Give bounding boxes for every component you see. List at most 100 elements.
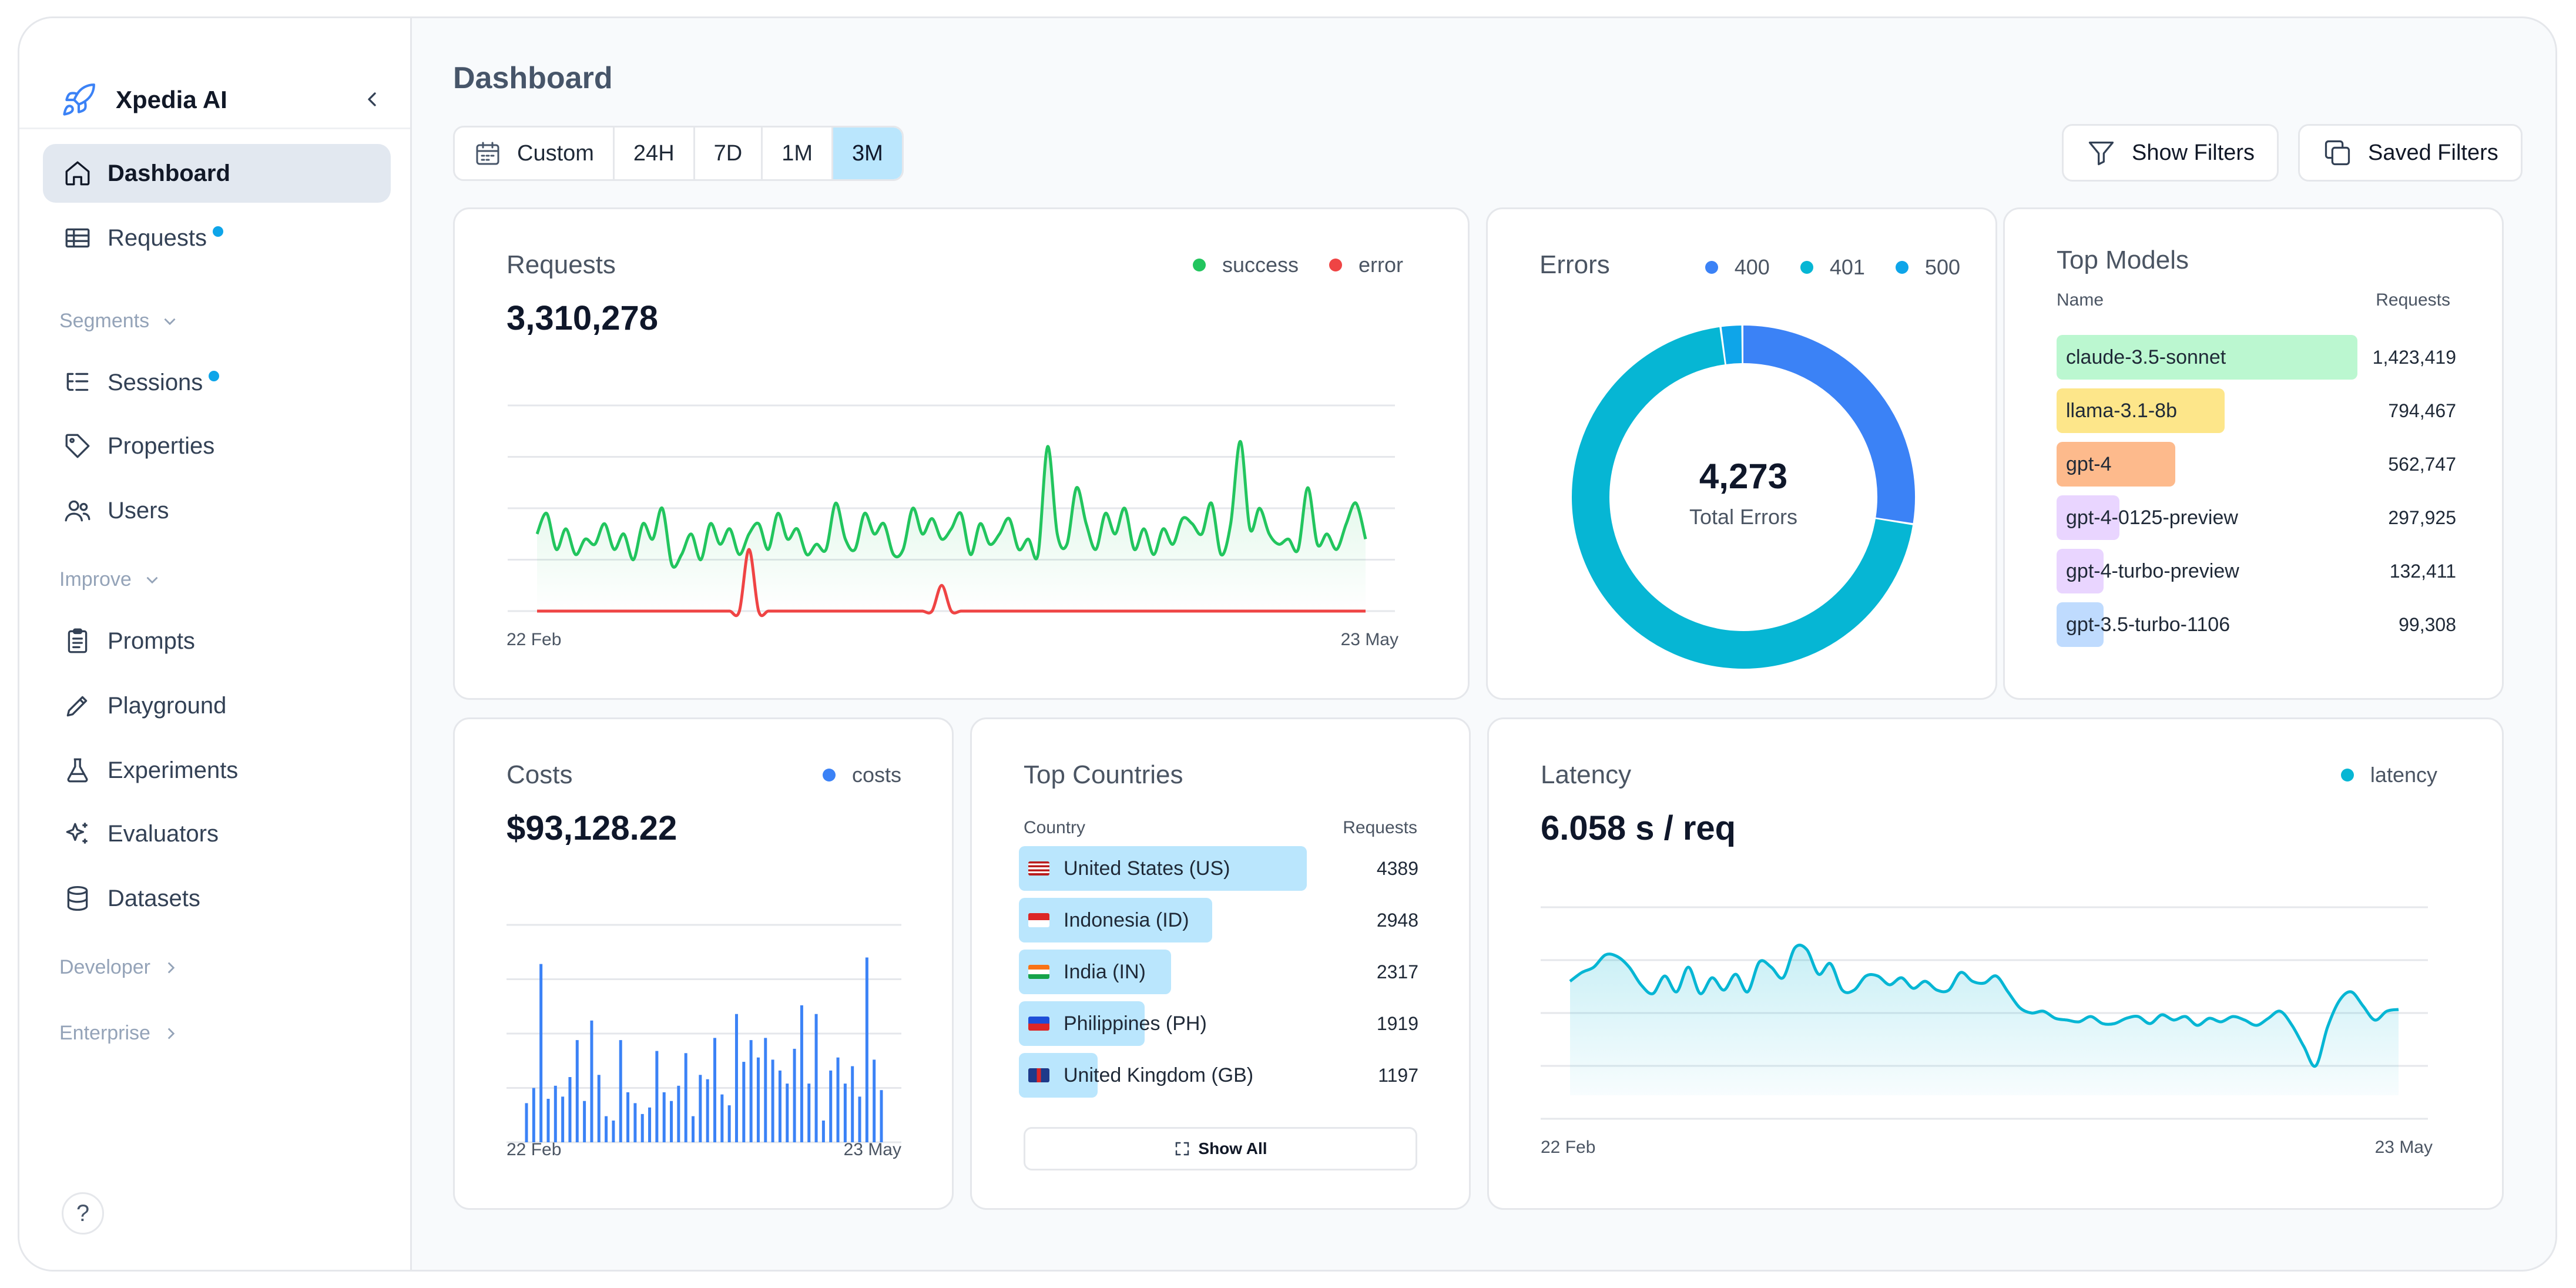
sidebar-item-users[interactable]: Users bbox=[43, 481, 391, 540]
model-row[interactable]: gpt-4 562,747 bbox=[2057, 442, 2456, 487]
column-header-requests: Requests bbox=[2376, 290, 2450, 310]
card-title: Latency bbox=[1541, 760, 1632, 789]
donut-center: 4,273 Total Errors bbox=[1626, 456, 1861, 529]
card-title: Errors bbox=[1539, 250, 1610, 279]
country-row[interactable]: United Kingdom (GB) 1197 bbox=[1019, 1053, 1418, 1098]
cost-bar bbox=[539, 964, 543, 1142]
cost-bar bbox=[873, 1059, 876, 1142]
model-row[interactable]: llama-3.1-8b 794,467 bbox=[2057, 388, 2456, 433]
country-row[interactable]: Indonesia (ID) 2948 bbox=[1019, 898, 1418, 942]
cost-bar bbox=[583, 1101, 586, 1142]
section-developer[interactable]: Developer bbox=[59, 956, 181, 979]
cost-bar bbox=[546, 1099, 550, 1142]
rocket-icon bbox=[63, 83, 95, 116]
sidebar-item-label: Prompts bbox=[108, 628, 195, 654]
cost-bar bbox=[851, 1066, 854, 1142]
brand[interactable]: Xpedia AI bbox=[61, 79, 227, 120]
show-all-button[interactable]: Show All bbox=[1024, 1127, 1417, 1170]
legend-label: costs bbox=[851, 763, 901, 787]
cost-bar bbox=[525, 1103, 528, 1142]
x-axis-start-label: 22 Feb bbox=[507, 1140, 562, 1159]
sidebar: Xpedia AI Dashboard Requests Segments Se… bbox=[19, 18, 412, 1270]
section-label: Improve bbox=[59, 568, 132, 591]
sidebar-item-label: Sessions bbox=[108, 369, 203, 395]
legend-item-success: success bbox=[1192, 253, 1299, 277]
collapse-sidebar-button[interactable] bbox=[355, 83, 388, 116]
section-segments[interactable]: Segments bbox=[59, 310, 180, 333]
country-row[interactable]: India (IN) 2317 bbox=[1019, 950, 1418, 994]
section-enterprise[interactable]: Enterprise bbox=[59, 1022, 181, 1045]
model-requests: 562,747 bbox=[2388, 453, 2456, 475]
country-row[interactable]: United States (US) 4389 bbox=[1019, 846, 1418, 891]
flag-id-icon bbox=[1028, 913, 1049, 927]
card-title: Top Models bbox=[2057, 246, 2189, 274]
range-label: 24H bbox=[633, 140, 675, 166]
range-24h-button[interactable]: 24H bbox=[615, 128, 695, 179]
country-name: India (IN) bbox=[1028, 950, 1146, 994]
latency-area-chart bbox=[1541, 906, 2428, 1120]
cost-bar bbox=[706, 1079, 709, 1142]
country-requests: 2317 bbox=[1376, 961, 1418, 982]
chevron-right-icon bbox=[167, 1027, 175, 1039]
calendar-icon bbox=[476, 142, 499, 165]
list-tree-icon bbox=[66, 373, 89, 391]
sidebar-item-requests[interactable]: Requests bbox=[43, 209, 391, 267]
model-bar bbox=[2057, 388, 2225, 433]
cost-bar bbox=[640, 1113, 644, 1142]
page-title: Dashboard bbox=[453, 61, 613, 95]
cost-bar bbox=[590, 1020, 593, 1142]
app-window: Xpedia AI Dashboard Requests Segments Se… bbox=[18, 16, 2557, 1272]
cost-bar bbox=[786, 1084, 789, 1142]
model-row[interactable]: gpt-4-turbo-preview 132,411 bbox=[2057, 549, 2456, 593]
table-icon bbox=[65, 228, 90, 248]
column-header-country: Country bbox=[1024, 818, 1086, 837]
cost-bar bbox=[713, 1038, 716, 1142]
model-row[interactable]: claude-3.5-sonnet 1,423,419 bbox=[2057, 335, 2456, 380]
cost-bar bbox=[626, 1092, 630, 1142]
saved-filters-button[interactable]: Saved Filters bbox=[2298, 124, 2523, 182]
model-row[interactable]: gpt-4-0125-preview 297,925 bbox=[2057, 495, 2456, 540]
top-countries-card: Top Countries Country Requests United St… bbox=[970, 717, 1471, 1210]
cost-bar bbox=[684, 1053, 687, 1142]
sidebar-item-datasets[interactable]: Datasets bbox=[43, 869, 391, 928]
sidebar-item-label: Users bbox=[108, 497, 169, 524]
success-line bbox=[535, 440, 1367, 569]
sidebar-item-dashboard[interactable]: Dashboard bbox=[43, 144, 391, 203]
latency-line bbox=[1569, 943, 2399, 1068]
model-row[interactable]: gpt-3.5-turbo-1106 99,308 bbox=[2057, 602, 2456, 647]
range-1m-button[interactable]: 1M bbox=[763, 128, 834, 179]
errors-donut-chart bbox=[1572, 326, 1915, 669]
legend-label: error bbox=[1358, 253, 1403, 277]
country-bar bbox=[1019, 846, 1307, 891]
range-label: 3M bbox=[852, 140, 883, 166]
sidebar-divider bbox=[19, 128, 410, 129]
section-label: Segments bbox=[59, 310, 150, 332]
sidebar-item-properties[interactable]: Properties bbox=[43, 417, 391, 475]
sidebar-item-playground[interactable]: Playground bbox=[43, 676, 391, 735]
range-custom-button[interactable]: Custom bbox=[455, 128, 615, 179]
costs-total: $93,128.22 bbox=[507, 809, 677, 847]
range-3m-button[interactable]: 3M bbox=[833, 128, 902, 179]
country-bar bbox=[1019, 898, 1213, 942]
sidebar-item-sessions[interactable]: Sessions bbox=[43, 353, 391, 412]
cost-bar bbox=[568, 1077, 572, 1142]
errors-total-label: Total Errors bbox=[1689, 505, 1798, 529]
model-bar bbox=[2057, 495, 2120, 540]
costs-bar-chart bbox=[507, 924, 901, 1143]
database-icon bbox=[67, 886, 88, 911]
x-axis-start-label: 22 Feb bbox=[1541, 1138, 1596, 1157]
section-improve[interactable]: Improve bbox=[59, 568, 162, 591]
sidebar-item-prompts[interactable]: Prompts bbox=[43, 612, 391, 670]
model-name: gpt-3.5-turbo-1106 bbox=[2066, 613, 2230, 636]
show-filters-button[interactable]: Show Filters bbox=[2062, 124, 2279, 182]
sidebar-item-experiments[interactable]: Experiments bbox=[43, 741, 391, 800]
card-title: Costs bbox=[507, 760, 573, 789]
range-7d-button[interactable]: 7D bbox=[695, 128, 763, 179]
country-row[interactable]: Philippines (PH) 1919 bbox=[1019, 1001, 1418, 1046]
chart-legend: costs bbox=[822, 763, 901, 787]
sidebar-item-evaluators[interactable]: Evaluators bbox=[43, 804, 391, 863]
x-axis-start-label: 22 Feb bbox=[507, 630, 562, 649]
legend-label: success bbox=[1222, 253, 1299, 277]
help-button[interactable]: ? bbox=[62, 1192, 104, 1235]
country-label: United Kingdom (GB) bbox=[1064, 1064, 1254, 1086]
